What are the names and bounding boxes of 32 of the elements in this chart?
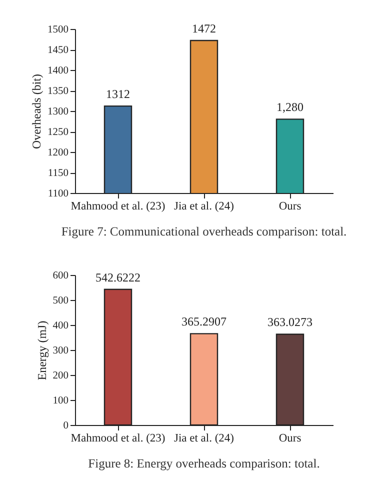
y-tick-label: 1400 [48, 66, 68, 76]
y-tick-label: 1500 [48, 24, 68, 36]
x-tick-label: Mahmood et al. (23) [70, 432, 166, 444]
x-tick-label: Jia et al. (24) [174, 200, 234, 212]
y-tick-label: 400 [52, 320, 68, 332]
y-tick-label: 1300 [48, 106, 68, 118]
y-tick-label: 1100 [48, 188, 68, 200]
data-label: 542.6222 [96, 270, 140, 284]
y-tick-label: 500 [52, 296, 68, 306]
y-tick-label: 300 [52, 346, 68, 356]
y-tick-label: 1200 [48, 148, 68, 158]
caption: Figure 7: Communicational overheads comparison: total. [61, 224, 347, 238]
y-tick-label: 200 [52, 370, 68, 382]
y-tick-label: 600 [52, 270, 68, 282]
y-tick-label: 1350 [48, 86, 68, 97]
y-tick-label: 1250 [48, 127, 68, 138]
y-tick-label: 0 [63, 420, 68, 432]
data-label: 1312 [106, 87, 130, 102]
data-label: 1,280 [276, 100, 304, 114]
y-tick-label: 100 [52, 396, 68, 406]
y-tick-label: 1150 [48, 168, 68, 179]
x-tick-label: Ours [278, 432, 302, 444]
y-axis-title: Overheads (bit) [30, 74, 44, 149]
data-label: 365.2907 [182, 314, 226, 329]
y-tick-label: 1450 [48, 45, 68, 56]
caption: Figure 8: Energy overheads comparison: total. [88, 456, 320, 470]
x-tick-label: Ours [278, 200, 302, 212]
y-axis-title: Energy (mJ) [34, 320, 49, 380]
x-tick-label: Jia et al. (24) [174, 432, 234, 444]
x-tick-label: Mahmood et al. (23) [70, 200, 166, 212]
data-label: 363.0273 [268, 315, 312, 330]
data-label: 1472 [192, 21, 216, 36]
